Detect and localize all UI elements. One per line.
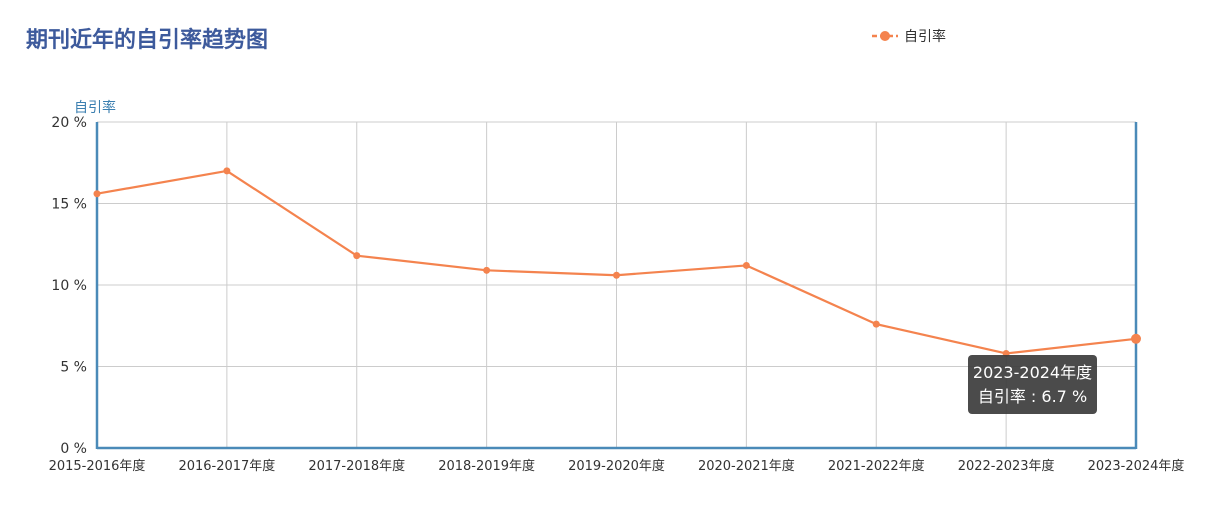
data-point [1131,333,1141,344]
chart-title: 期刊近年的自引率趋势图 [26,28,269,53]
x-tick-label: 2023-2024年度 [1088,458,1185,474]
x-tick-label: 2016-2017年度 [178,458,275,474]
data-point [872,320,880,328]
axes [95,122,1138,450]
tooltip-category: 2023-2024年度 [972,363,1093,382]
tooltip-value: 自引率 : 6.7 % [977,387,1088,406]
y-tick-label: 10 % [51,278,87,294]
x-tick-label: 2021-2022年度 [828,458,925,474]
x-tick-label: 2017-2018年度 [308,458,405,474]
y-tick-label: 15 % [51,197,87,213]
x-tick-label: 2019-2020年度 [568,458,665,474]
legend[interactable]: 自引率 [872,26,946,46]
y-tick-label: 5 % [60,360,87,376]
legend-marker-icon [872,31,898,41]
series-layer [93,167,1141,357]
tick-labels: 0 % 5 % 10 % 15 % 20 % 2015-2016年度 2016-2017年度… [49,115,1185,474]
y-tick-label: 20 % [51,115,87,131]
data-point [742,261,750,269]
data-point [93,190,101,198]
tooltip: 2023-2024年度 自引率 : 6.7 % [968,355,1097,414]
x-tick-label: 2020-2021年度 [698,458,795,474]
y-axis-label: 自引率 [74,99,116,116]
data-point [353,252,361,260]
data-point [613,271,620,279]
data-point [483,266,491,274]
data-point [223,167,231,175]
x-tick-label: 2015-2016年度 [49,458,146,474]
legend-label: 自引率 [904,29,946,45]
x-tick-label: 2018-2019年度 [438,458,535,474]
x-tick-label: 2022-2023年度 [958,458,1055,474]
y-tick-label: 0 % [60,441,87,457]
